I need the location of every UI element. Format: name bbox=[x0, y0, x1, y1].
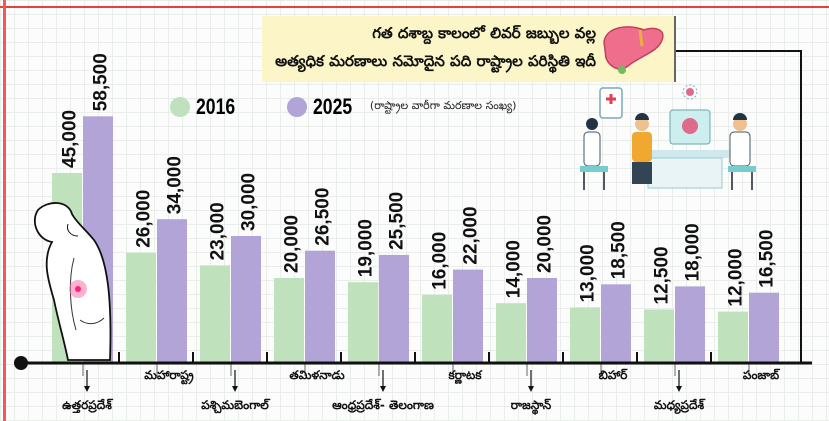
axis-start-dot bbox=[14, 356, 28, 370]
legend-label-2025: 2025 bbox=[312, 94, 353, 119]
value-label-2025: 34,000 bbox=[165, 156, 186, 214]
sick-person-illustration bbox=[33, 202, 112, 361]
bar-2025 bbox=[675, 286, 705, 362]
title-line-2: అత్యధిక మరణాలు నమోదైన పది రాష్ట్రాల పరిస… bbox=[275, 52, 596, 70]
bar-2025 bbox=[527, 278, 557, 362]
value-label-2025: 22,000 bbox=[461, 206, 482, 264]
value-label-2016: 16,000 bbox=[430, 232, 451, 290]
value-label-2025: 30,000 bbox=[239, 173, 260, 231]
value-label-2016: 23,000 bbox=[208, 202, 229, 260]
value-label-2025: 26,500 bbox=[313, 188, 334, 246]
legend-label-2016: 2016 bbox=[196, 94, 236, 119]
bar-2025 bbox=[379, 254, 409, 362]
bar-2016 bbox=[570, 307, 600, 362]
title-line-1: గత దశాబ్ద కాలంలో లివర్ జబ్బుల వల్ల bbox=[372, 24, 596, 42]
bar-2025 bbox=[601, 284, 631, 362]
bar-2016 bbox=[422, 294, 452, 362]
value-label-2016: 13,000 bbox=[578, 244, 599, 302]
state-label: కర్ణాటక bbox=[448, 368, 482, 382]
frame-top-border bbox=[0, 6, 829, 8]
legend-swatch-2025 bbox=[286, 97, 307, 117]
doctors-illustration bbox=[580, 84, 756, 190]
value-label-2016: 19,000 bbox=[356, 219, 377, 277]
connector-line bbox=[674, 50, 802, 364]
state-label: పంజాబ్ bbox=[742, 368, 780, 382]
state-label: బిహార్ bbox=[598, 368, 628, 382]
bar-2025 bbox=[231, 236, 261, 362]
title-box: గత దశాబ్ద కాలంలో లివర్ జబ్బుల వల్ల అత్యధ… bbox=[262, 16, 676, 82]
bar-2016 bbox=[496, 303, 526, 362]
value-label-2025: 18,000 bbox=[683, 223, 704, 281]
bar-2016 bbox=[274, 278, 304, 362]
arrow-head-icon bbox=[84, 386, 90, 392]
value-label-2016: 12,500 bbox=[652, 246, 673, 304]
state-label: ఆంధ్రప్రదేశ్- తెలంగాణ bbox=[332, 398, 434, 412]
state-label: ఉత్తరప్రదేశ్ bbox=[62, 398, 112, 412]
value-label-2016: 26,000 bbox=[134, 190, 155, 248]
state-label: పశ్చిమబెంగాల్ bbox=[201, 398, 269, 412]
legend-swatch-2016 bbox=[170, 97, 190, 117]
value-label-2025: 58,500 bbox=[91, 53, 112, 111]
legend-note: (రాష్ట్రాల వారీగా మరణాల సంఖ్య) bbox=[369, 99, 517, 112]
value-label-2016: 12,000 bbox=[726, 248, 747, 306]
state-label: రాజస్థాన్ bbox=[510, 398, 552, 412]
value-label-2025: 25,500 bbox=[387, 192, 408, 250]
value-label-2025: 20,000 bbox=[535, 215, 556, 273]
bar-2016 bbox=[126, 252, 156, 362]
legend: 2016 2025 (రాష్ట్రాల వారీగా మరణాల సంఖ్య) bbox=[170, 94, 516, 120]
value-label-2016: 45,000 bbox=[60, 110, 81, 168]
value-label-2016: 14,000 bbox=[504, 240, 525, 298]
bar-2016 bbox=[348, 282, 378, 362]
state-label: మధ్యప్రదేశ్ bbox=[653, 398, 705, 412]
value-label-2016: 20,000 bbox=[282, 215, 303, 273]
bar-2016 bbox=[644, 309, 674, 362]
state-label: తమిళనాడు bbox=[289, 368, 345, 382]
bar-2025 bbox=[157, 219, 187, 362]
arrow-head-icon bbox=[528, 386, 534, 392]
bar-2016 bbox=[200, 265, 230, 362]
bar-2025 bbox=[305, 250, 335, 362]
arrow-head-icon bbox=[232, 386, 238, 392]
bar-2025 bbox=[453, 269, 483, 362]
value-label-2025: 16,500 bbox=[757, 230, 778, 288]
arrow-head-icon bbox=[676, 386, 682, 392]
state-label: మహారాష్ట్ర bbox=[144, 368, 194, 382]
bar-2016 bbox=[718, 311, 748, 362]
frame-left-border bbox=[3, 0, 6, 421]
liver-icon bbox=[603, 26, 664, 74]
arrow-head-icon bbox=[380, 386, 386, 392]
value-label-2025: 18,500 bbox=[609, 221, 630, 279]
bar-2025 bbox=[749, 292, 779, 362]
